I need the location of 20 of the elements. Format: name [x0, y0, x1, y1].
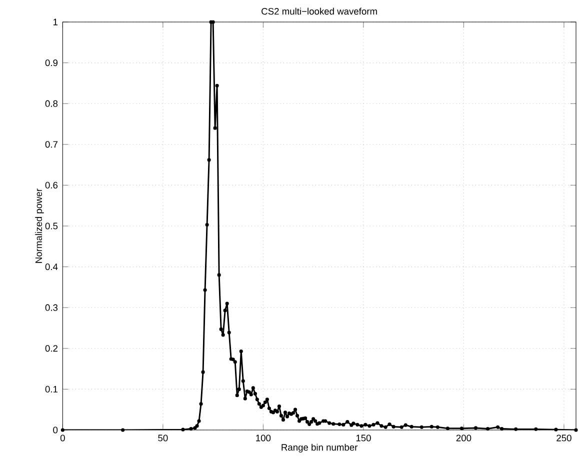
y-tick-label: 0.9 [45, 60, 58, 66]
x-tick-label: 50 [158, 434, 168, 442]
y-axis-title: Normalized power [35, 188, 44, 263]
x-tick-label: 0 [60, 434, 65, 442]
y-tick-label: 0.5 [45, 222, 58, 230]
x-tick-label: 200 [456, 434, 472, 442]
y-tick-label: 0.4 [45, 264, 58, 270]
chart-title: CS2 multi−looked waveform [262, 8, 377, 15]
y-tick-label: 0.8 [45, 100, 58, 107]
y-tick-label: 0.1 [45, 386, 58, 392]
x-tick-label: 150 [356, 434, 371, 442]
y-tick-label: 0 [53, 426, 58, 434]
x-axis-title: Range bin number [282, 444, 358, 453]
y-tick-label: 1 [53, 18, 58, 26]
y-tick-label: 0.2 [45, 345, 58, 352]
y-tick-label: 0.6 [45, 182, 58, 188]
y-tick-label: 0.7 [45, 141, 58, 148]
x-tick-label: 250 [556, 434, 572, 442]
x-tick-label: 100 [256, 434, 271, 442]
y-tick-label: 0.3 [45, 304, 58, 311]
